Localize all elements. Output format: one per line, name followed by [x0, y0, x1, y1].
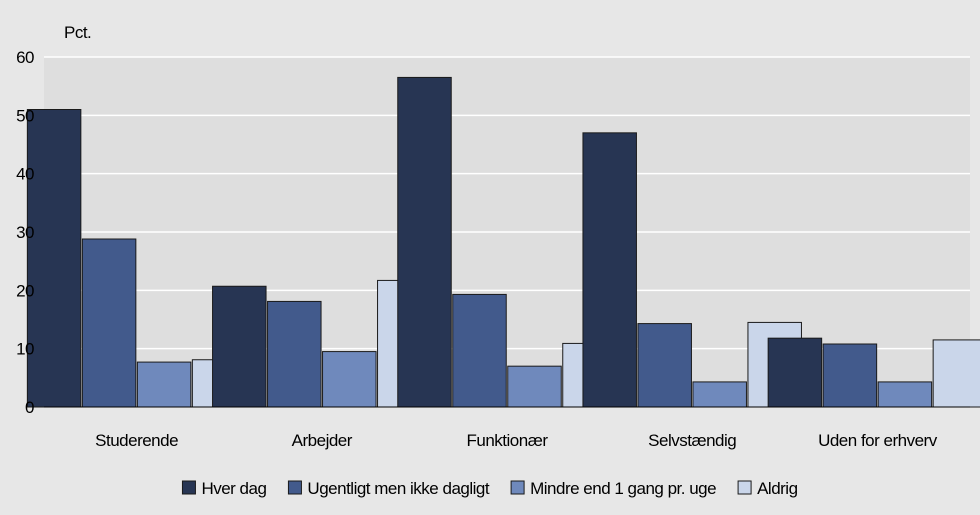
bar — [322, 351, 377, 408]
bar — [452, 293, 507, 408]
bar — [877, 381, 933, 408]
bar — [692, 381, 747, 408]
legend-label: Mindre end 1 gang pr. uge — [530, 479, 716, 498]
bar — [81, 238, 137, 408]
y-tick-label: 60 — [16, 48, 34, 67]
y-axis-label: Pct. — [64, 23, 91, 42]
x-tick-label: Arbejder — [292, 431, 353, 450]
legend-item: Hver dag — [181, 479, 267, 498]
bar — [397, 76, 452, 408]
legend-label: Aldrig — [757, 479, 798, 498]
legend-swatch — [510, 480, 525, 495]
bar — [932, 339, 980, 408]
bar — [582, 132, 637, 408]
bar — [267, 300, 322, 408]
y-axis-ticks: 0 10 20 30 40 50 60 — [16, 48, 34, 417]
bar — [136, 361, 192, 408]
legend-label: Ugentligt men ikke dagligt — [307, 479, 489, 498]
legend-item: Aldrig — [737, 479, 798, 498]
bar — [212, 285, 267, 408]
x-tick-label: Uden for erhverv — [818, 431, 938, 450]
legend-swatch — [181, 480, 196, 495]
bar — [822, 343, 878, 408]
bar — [507, 365, 562, 408]
legend-swatch — [737, 480, 752, 495]
y-tick-label: 20 — [16, 281, 34, 300]
y-tick-label: 40 — [16, 165, 34, 184]
y-tick-label: 50 — [16, 106, 34, 125]
legend-label: Hver dag — [201, 479, 266, 498]
legend-item: Mindre end 1 gang pr. uge — [510, 479, 717, 498]
y-tick-label: 30 — [16, 223, 34, 242]
legend-swatch — [287, 480, 302, 495]
bar — [767, 337, 823, 408]
x-tick-label: Selvstændig — [648, 431, 736, 450]
x-tick-label: Funktionær — [467, 431, 549, 450]
y-tick-label: 10 — [16, 340, 34, 359]
y-tick-label: 0 — [25, 398, 34, 417]
x-tick-label: Studerende — [95, 431, 178, 450]
gridlines — [44, 56, 970, 350]
bar — [637, 323, 692, 408]
legend-item: Ugentligt men ikke dagligt — [287, 479, 490, 498]
legend: Hver dag Ugentligt men ikke dagligt Mindre… — [181, 479, 798, 498]
bar — [26, 109, 82, 408]
bars — [26, 76, 980, 408]
x-axis-ticks: Studerende Arbejder Funktionær Selvstændig U… — [95, 431, 938, 450]
